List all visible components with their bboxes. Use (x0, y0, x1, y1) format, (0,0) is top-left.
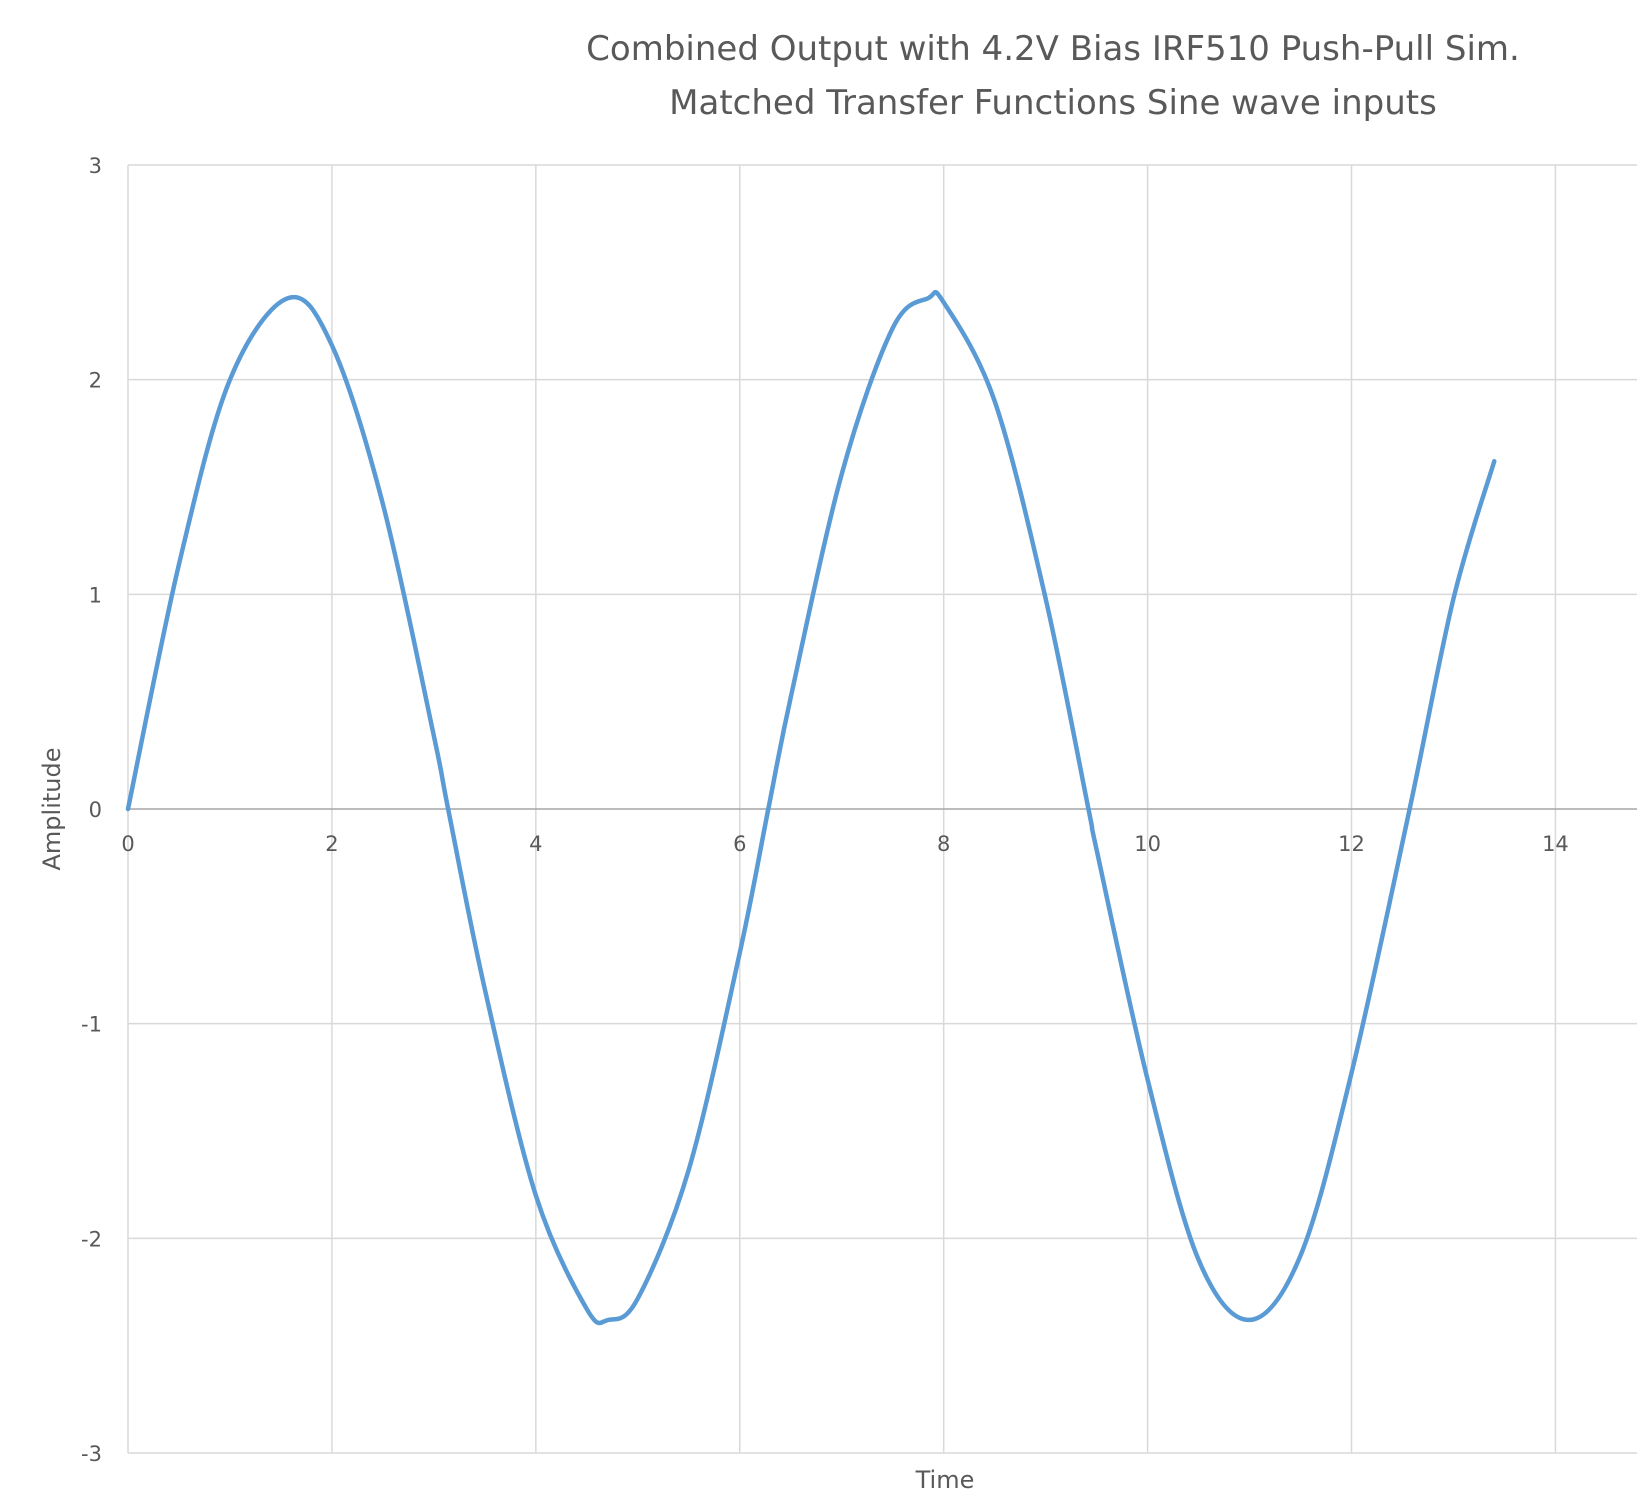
x-tick-label: 8 (937, 832, 950, 856)
y-axis-title: Amplitude (38, 748, 66, 871)
series-line (125, 289, 1497, 1326)
x-tick-label: 14 (1542, 832, 1569, 856)
x-tick-label: 6 (733, 832, 746, 856)
y-tick-label: 2 (89, 369, 102, 393)
x-axis-title: Time (915, 1466, 975, 1494)
x-tick-label: 10 (1134, 832, 1161, 856)
x-tick-label: 12 (1338, 832, 1365, 856)
x-tick-label: 2 (325, 832, 338, 856)
y-tick-label: 3 (89, 154, 102, 178)
x-tick-label: 0 (121, 832, 134, 856)
chart-subtitle: Matched Transfer Functions Sine wave inp… (669, 83, 1437, 123)
grid (127, 164, 1637, 1454)
y-tick-label: 1 (89, 583, 102, 607)
x-tick-label: 4 (529, 832, 542, 856)
y-tick-label: -3 (81, 1442, 102, 1466)
y-tick-label: -1 (81, 1013, 102, 1037)
series-layer (125, 289, 1497, 1326)
chart-title: Combined Output with 4.2V Bias IRF510 Pu… (586, 29, 1520, 69)
y-tick-label: 0 (89, 798, 102, 822)
y-tick-label: -2 (81, 1227, 102, 1251)
